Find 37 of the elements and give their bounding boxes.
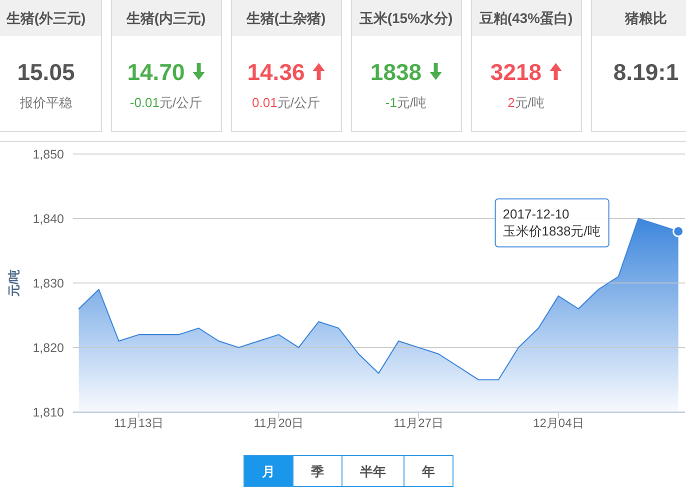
category-label: 季: [310, 464, 324, 479]
text: 3218: [490, 59, 542, 85]
text: 生猪(内三元): [125, 10, 206, 26]
text: 报价平稳: [19, 95, 72, 110]
category-label: 月: [261, 464, 275, 479]
category-label: 年: [421, 464, 435, 479]
text: 生猪(外三元): [5, 10, 86, 26]
y-tick-label: 1,840: [32, 212, 64, 226]
y-tick-label: 1,810: [32, 406, 64, 420]
text: 豆粕(43%蛋白): [478, 10, 573, 26]
text: 14.70: [127, 59, 185, 85]
data-label: -0.01: [130, 95, 160, 110]
text: 1838: [370, 59, 422, 85]
category-label: 半年: [359, 464, 386, 479]
text: 玉米(15%水分): [358, 10, 453, 26]
y-axis-title: 元/吨: [7, 269, 21, 298]
data-label: 0.01: [252, 95, 278, 110]
y-tick-label: 1,850: [32, 148, 64, 162]
data-label: -1: [385, 95, 397, 110]
text: 猪粮比: [624, 10, 667, 26]
text: 元/吨: [514, 95, 544, 110]
text: 元/公斤: [277, 95, 320, 110]
x-tick-label: 11月20日: [254, 416, 304, 430]
annotation: 玉米价1838元/吨: [502, 223, 600, 238]
annotation: 2017-12-10: [502, 206, 570, 222]
x-tick-label: 11月27日: [394, 416, 444, 430]
data-label: 2: [508, 95, 515, 110]
text: 生猪(土杂猪): [245, 10, 326, 26]
text: 14.36: [247, 59, 305, 85]
x-tick-label: 12月04日: [533, 416, 584, 430]
text: 15.05: [17, 59, 75, 85]
y-tick-label: 1,830: [32, 276, 64, 290]
x-tick-label: 11月13日: [114, 416, 164, 430]
text: 元/公斤: [160, 95, 202, 110]
y-tick-label: 1,820: [32, 341, 64, 355]
text: 元/吨: [396, 95, 427, 110]
text: 8.19:1: [613, 59, 679, 85]
